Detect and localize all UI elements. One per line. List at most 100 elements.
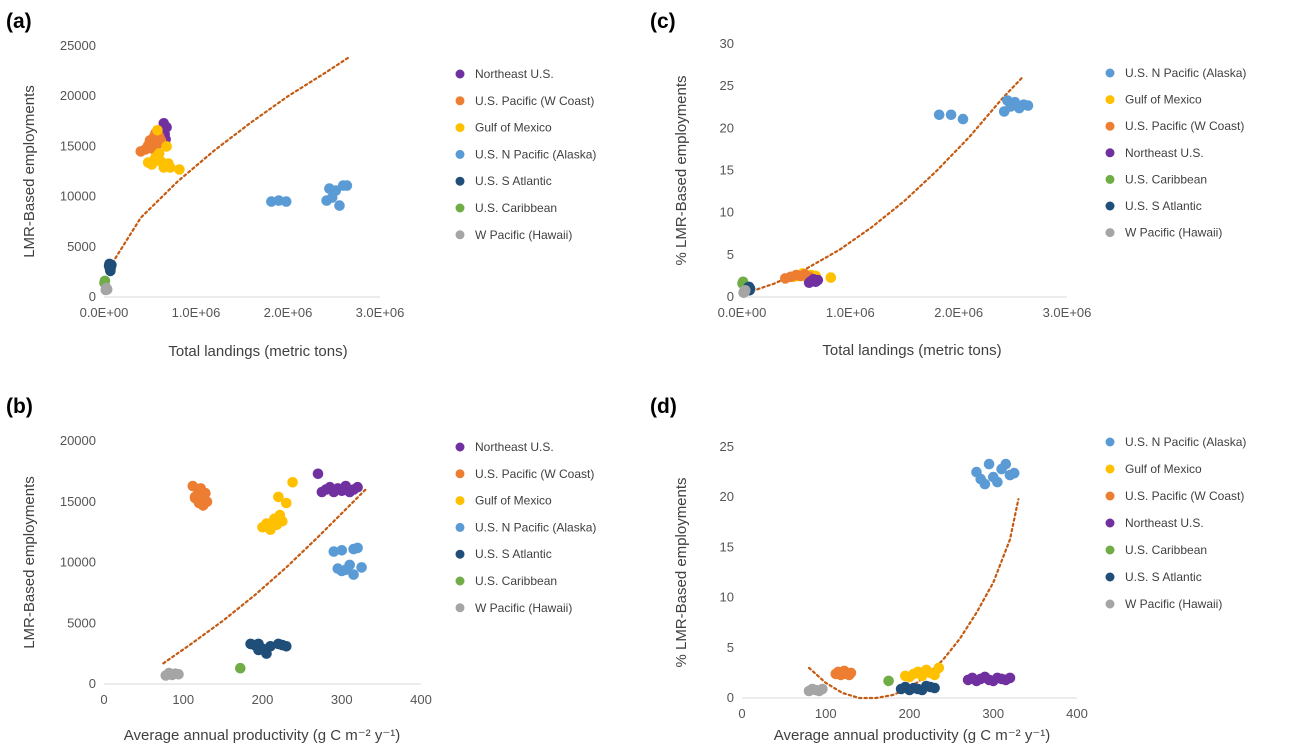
- legend-label: U.S. S Atlantic: [475, 174, 552, 188]
- data-point: [281, 497, 292, 509]
- data-point: [164, 162, 176, 173]
- y-tick-label: 5000: [67, 615, 96, 630]
- series-points: [738, 285, 751, 299]
- y-tick-label: 0: [89, 289, 96, 304]
- y-axis-title: LMR-Based employments: [21, 85, 38, 258]
- trendline-path: [807, 498, 1020, 700]
- data-point: [265, 641, 276, 652]
- data-point: [174, 164, 185, 175]
- data-point: [334, 200, 345, 211]
- legend-marker: [455, 522, 465, 532]
- data-point: [992, 476, 1003, 488]
- data-point: [1004, 672, 1016, 684]
- x-tick-label: 200: [252, 692, 274, 707]
- legend-label: W Pacific (Hawaii): [1125, 226, 1222, 240]
- legend: U.S. N Pacific (Alaska) Gulf of Mexico U.S…: [1105, 66, 1246, 240]
- y-tick-label: 5: [727, 640, 734, 655]
- x-tick-label: 1.0E+06: [826, 305, 875, 320]
- x-tick-label: 2.0E+06: [934, 305, 983, 320]
- data-point: [336, 565, 348, 577]
- legend-label: Gulf of Mexico: [475, 121, 552, 135]
- series-points: [933, 95, 1034, 125]
- data-point: [197, 500, 209, 511]
- trendline-path: [162, 488, 367, 665]
- y-axis-title: LMR-Based employments: [21, 476, 38, 649]
- y-tick-label: 5000: [67, 239, 96, 254]
- y-tick-label: 20000: [60, 88, 96, 103]
- x-tick-label: 2.0E+06: [264, 305, 313, 320]
- legend-label: U.S. Pacific (W Coast): [475, 94, 594, 108]
- axes: 0 5000 10000 15000 20000 0 100 200 300 400: [60, 433, 432, 707]
- legend-marker: [455, 230, 465, 240]
- series-points: [100, 282, 113, 296]
- legend-marker: [1105, 572, 1115, 582]
- y-tick-label: 25: [720, 439, 734, 454]
- x-tick-label: 200: [899, 706, 921, 721]
- y-tick-label: 10000: [60, 189, 96, 204]
- y-tick-label: 15: [720, 163, 734, 178]
- legend-marker: [455, 496, 465, 506]
- legend-marker: [455, 123, 465, 133]
- legend-label: U.S. N Pacific (Alaska): [1125, 66, 1246, 80]
- axes: 0 5 10 15 20 25 30 0.0E+00 1.0E+06 2.0E+06 3.0E+06: [718, 36, 1092, 320]
- chart-panel-d: (d) 0 5 10 15 20 25 0 100 200 300 400 U.S. N Pacif…: [644, 373, 1289, 747]
- data-point: [200, 487, 211, 499]
- legend-label: U.S. S Atlantic: [475, 547, 552, 561]
- legend-marker: [1105, 174, 1115, 184]
- legend-label: U.S. Caribbean: [475, 201, 557, 215]
- trendline-path: [740, 74, 1025, 296]
- legend-label: U.S. Caribbean: [1125, 543, 1207, 557]
- y-tick-label: 5: [727, 247, 734, 262]
- data-point: [344, 559, 356, 571]
- series-points: [803, 683, 828, 697]
- data-point: [277, 515, 288, 527]
- legend-marker: [455, 576, 465, 586]
- x-axis-title: Total landings (metric tons): [168, 343, 347, 360]
- legend-marker: [455, 96, 465, 106]
- legend-marker: [1105, 228, 1115, 238]
- legend-marker: [455, 69, 465, 79]
- legend-marker: [1105, 464, 1115, 474]
- data-point: [312, 468, 324, 480]
- data-points: [803, 458, 1020, 697]
- legend-label: U.S. N Pacific (Alaska): [475, 520, 596, 534]
- legend-label: W Pacific (Hawaii): [475, 601, 572, 615]
- x-tick-label: 400: [410, 692, 432, 707]
- data-point: [825, 272, 837, 283]
- legend-marker: [1105, 121, 1115, 131]
- y-tick-label: 10: [720, 590, 734, 605]
- legend: U.S. N Pacific (Alaska) Gulf of Mexico U.S…: [1105, 435, 1246, 611]
- y-axis-title: % LMR-Based employments: [673, 477, 690, 667]
- data-point: [341, 180, 353, 191]
- axes: 0 5000 10000 15000 20000 25000 0.0E+00 1.0E+06 2…: [60, 38, 405, 320]
- legend-marker: [1105, 518, 1115, 528]
- legend-label: Gulf of Mexico: [1125, 462, 1202, 476]
- legend-marker: [1105, 148, 1115, 158]
- data-point: [845, 667, 857, 679]
- legend-label: U.S. S Atlantic: [1125, 199, 1202, 213]
- trendline: [162, 488, 367, 665]
- y-tick-label: 15: [720, 539, 734, 554]
- series-points: [160, 667, 184, 681]
- legend-marker: [1105, 545, 1115, 555]
- data-point: [287, 477, 298, 488]
- panel-label: (c): [650, 10, 676, 33]
- series-points: [266, 180, 353, 211]
- y-tick-label: 30: [720, 36, 734, 51]
- trendline: [807, 498, 1020, 700]
- series-points: [830, 665, 857, 681]
- legend-marker: [1105, 491, 1115, 501]
- data-point: [273, 491, 284, 503]
- x-tick-label: 3.0E+06: [356, 305, 405, 320]
- x-axis-title: Total landings (metric tons): [822, 342, 1001, 359]
- data-point: [173, 669, 184, 680]
- x-tick-label: 0: [738, 706, 745, 721]
- data-point: [161, 122, 172, 133]
- y-tick-label: 15000: [60, 138, 96, 153]
- y-tick-label: 0: [727, 289, 734, 304]
- legend-marker: [1105, 201, 1115, 211]
- legend-label: U.S. S Atlantic: [1125, 570, 1202, 584]
- legend-marker: [1105, 68, 1115, 78]
- data-point: [106, 259, 117, 271]
- data-point: [883, 675, 894, 687]
